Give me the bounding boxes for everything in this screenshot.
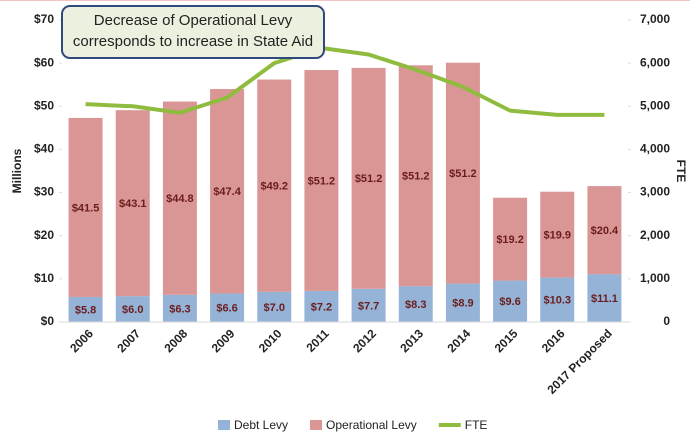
legend-label: Operational Levy	[326, 418, 417, 432]
bar	[445, 283, 480, 322]
value-label: $6.6	[216, 303, 237, 315]
value-label: $51.2	[308, 175, 336, 187]
value-label: $49.2	[260, 181, 288, 193]
bar	[304, 70, 339, 291]
y-tick-label: $40	[34, 142, 54, 156]
y2-tick-label: 0	[663, 314, 670, 328]
value-label: $7.2	[311, 301, 332, 313]
value-label: $20.4	[591, 225, 619, 237]
y-tick-label: $0	[41, 314, 55, 328]
bar	[398, 65, 433, 287]
x-tick-label: 2015	[492, 326, 521, 355]
bar	[493, 280, 528, 322]
bar	[304, 290, 339, 322]
y2-tick-label: 7,000	[640, 12, 670, 26]
value-label: $51.2	[355, 173, 383, 185]
legend-swatch	[310, 420, 323, 430]
y2-tick-label: 3,000	[640, 185, 670, 199]
bar	[351, 288, 386, 322]
value-label: $11.1	[591, 293, 618, 305]
bar	[68, 117, 103, 297]
x-tick-label: 2007	[114, 326, 143, 355]
bar	[493, 197, 528, 281]
value-label: $19.2	[496, 234, 524, 246]
value-label: $19.9	[543, 230, 571, 242]
bar	[162, 101, 197, 295]
y2-tick-label: 1,000	[640, 271, 670, 285]
value-label: $51.2	[449, 168, 477, 180]
y-axis-label: Millions	[10, 148, 24, 193]
y2-tick-label: 5,000	[640, 98, 670, 112]
value-label: $8.9	[452, 298, 473, 310]
bar	[162, 294, 197, 322]
bar	[351, 67, 386, 289]
bar	[115, 110, 150, 297]
y2-tick-label: 2,000	[640, 228, 670, 242]
annotation: corresponds to increase in State Aid	[73, 33, 313, 50]
x-tick-label: 2009	[209, 326, 238, 355]
x-tick-label: 2012	[350, 326, 379, 355]
legend-label: Debt Levy	[234, 418, 288, 432]
bar	[210, 89, 245, 294]
value-label: $9.6	[499, 296, 520, 308]
value-label: $43.1	[119, 198, 147, 210]
x-tick-label: 2010	[256, 326, 285, 355]
value-label: $44.8	[166, 193, 194, 205]
x-tick-label: 2011	[303, 326, 332, 355]
bar	[587, 274, 622, 322]
value-label: $41.5	[72, 202, 100, 214]
bar	[398, 286, 433, 322]
legend-label: FTE	[465, 418, 488, 432]
y-tick-label: $70	[34, 12, 54, 26]
value-label: $10.3	[543, 295, 571, 307]
x-tick-label: 2014	[444, 326, 473, 355]
bar	[445, 62, 480, 284]
bar	[587, 186, 622, 275]
y-tick-label: $60	[34, 55, 54, 69]
bar	[210, 293, 245, 322]
line	[85, 46, 605, 117]
y-tick-label: $10	[34, 271, 54, 285]
bar	[257, 291, 292, 322]
value-label: $51.2	[402, 171, 430, 183]
value-label: $47.4	[213, 186, 241, 198]
y-tick-label: $50	[34, 98, 54, 112]
value-label: $7.0	[264, 302, 285, 314]
legend-swatch	[218, 420, 230, 430]
x-tick-label: 2006	[67, 326, 96, 355]
y-tick-label: $30	[34, 185, 54, 199]
annotation: Decrease of Operational Levy	[94, 12, 293, 29]
value-label: $6.0	[122, 304, 143, 316]
bar	[540, 277, 575, 322]
x-tick-label: 2013	[397, 326, 426, 355]
annotation-box	[61, 5, 325, 59]
y2-tick-label: 4,000	[640, 142, 670, 156]
bar	[68, 296, 103, 322]
bar	[540, 191, 575, 278]
value-label: $6.3	[169, 303, 190, 315]
y2-tick-label: 6,000	[640, 55, 670, 69]
y2-axis-label: FTE	[674, 160, 688, 183]
x-tick-label: 2016	[539, 326, 568, 355]
x-tick-label: 2008	[161, 326, 190, 355]
bar	[257, 79, 292, 292]
value-label: $5.8	[75, 304, 96, 316]
value-label: $7.7	[358, 300, 379, 312]
bar	[115, 296, 150, 322]
y-tick-label: $20	[34, 228, 54, 242]
value-label: $8.3	[405, 299, 426, 311]
